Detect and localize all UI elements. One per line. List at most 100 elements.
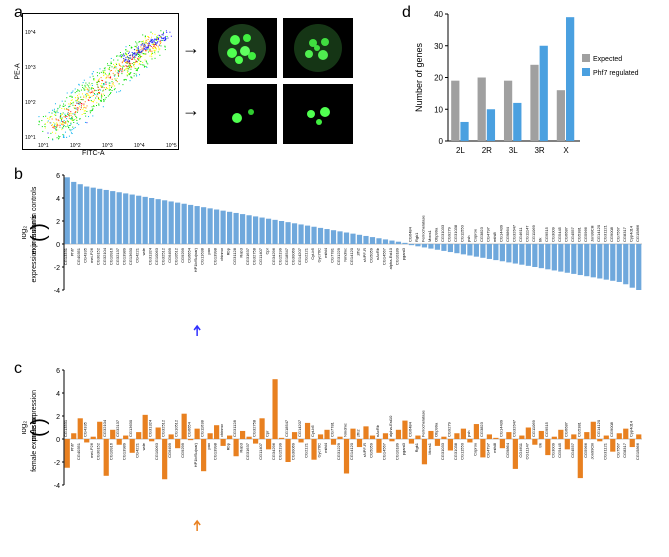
svg-text:CG7567: CG7567 — [615, 226, 620, 242]
svg-text:CG9279: CG9279 — [446, 421, 451, 437]
svg-text:CG31128: CG31128 — [232, 419, 237, 437]
svg-text:10^3: 10^3 — [102, 143, 113, 149]
svg-text:2: 2 — [56, 414, 60, 421]
svg-text:20: 20 — [434, 74, 443, 83]
svg-text:CG31229: CG31229 — [336, 247, 341, 265]
svg-text:CG11638: CG11638 — [200, 419, 205, 437]
svg-text:Phf7: Phf7 — [70, 442, 75, 451]
svg-text:CG10189: CG10189 — [394, 247, 399, 265]
svg-text:Cpr: Cpr — [265, 430, 270, 437]
svg-text:Mocs1: Mocs1 — [427, 442, 432, 455]
svg-text:CG32758: CG32758 — [252, 247, 257, 265]
svg-text:mei-P26: mei-P26 — [89, 442, 94, 458]
svg-text:CG14120: CG14120 — [349, 247, 354, 265]
svg-text:CG31637: CG31637 — [245, 247, 250, 265]
svg-text:Rgk1: Rgk1 — [414, 442, 419, 452]
svg-text:CG4797: CG4797 — [485, 442, 490, 458]
svg-text:CG9299: CG9299 — [180, 442, 185, 458]
svg-text:wde: wde — [141, 247, 146, 255]
svg-text:sNPF-R: sNPF-R — [362, 248, 367, 262]
svg-text:CG6484: CG6484 — [407, 226, 412, 242]
svg-text:CG5966: CG5966 — [583, 442, 588, 458]
svg-text:CG13989: CG13989 — [122, 442, 127, 460]
svg-text:2R: 2R — [482, 146, 492, 155]
svg-text:CG30152: CG30152 — [96, 247, 101, 265]
svg-text:CG31038: CG31038 — [453, 442, 458, 460]
chart-b-svg: -4-20246expression in controlsexpression… — [22, 170, 647, 345]
svg-text:CG30069: CG30069 — [291, 247, 296, 265]
svg-text:CG14120: CG14120 — [596, 224, 601, 242]
svg-text:10: 10 — [434, 105, 443, 114]
svg-text:CG32758: CG32758 — [252, 419, 257, 437]
svg-text:Nmdmc: Nmdmc — [343, 423, 348, 437]
svg-text:CG14567: CG14567 — [381, 442, 386, 460]
svg-text:CG11638: CG11638 — [200, 247, 205, 265]
svg-text:CG10512: CG10512 — [174, 419, 179, 437]
svg-text:CG6687: CG6687 — [563, 226, 568, 242]
svg-text:CG9864: CG9864 — [505, 226, 510, 242]
svg-text:CG2121: CG2121 — [304, 442, 309, 458]
svg-text:CG15199: CG15199 — [278, 247, 283, 265]
svg-text:CG9279: CG9279 — [446, 226, 451, 242]
fitc-a-label: FITC-A — [82, 150, 105, 157]
svg-text:CG3009: CG3009 — [550, 226, 555, 242]
svg-text:Rab3: Rab3 — [239, 247, 244, 257]
micro-1 — [207, 18, 277, 78]
svg-text:mthl8: mthl8 — [492, 442, 497, 453]
svg-text:0: 0 — [56, 242, 60, 249]
svg-text:( ): ( ) — [28, 223, 50, 242]
svg-text:zfh2: zfh2 — [355, 247, 360, 255]
svg-text:CG30152: CG30152 — [96, 442, 101, 460]
svg-text:CG10916: CG10916 — [109, 442, 114, 460]
svg-text:trk: trk — [537, 443, 542, 447]
svg-text:CG3009: CG3009 — [550, 442, 555, 458]
scatter-svg: 10^110^210^310^410^510^110^210^310^4 — [23, 14, 178, 149]
micro-2 — [283, 18, 353, 78]
svg-text:zfh2: zfh2 — [355, 429, 360, 437]
svg-text:CG31637: CG31637 — [245, 442, 250, 460]
arrow-bottom: → — [182, 100, 200, 121]
svg-text:CG31033: CG31033 — [440, 224, 445, 242]
svg-text:10^4: 10^4 — [25, 30, 36, 36]
svg-text:CG32104: CG32104 — [102, 419, 107, 437]
svg-text:Coprox: Coprox — [472, 443, 477, 456]
svg-text:CG31038: CG31038 — [453, 224, 458, 242]
svg-text:CG6654: CG6654 — [187, 421, 192, 437]
svg-text:mei-P26: mei-P26 — [89, 247, 94, 263]
svg-text:CG6499: CG6499 — [167, 247, 172, 263]
micro-3 — [207, 84, 277, 144]
svg-text:CG11550: CG11550 — [459, 442, 464, 460]
svg-text:6: 6 — [56, 173, 60, 180]
svg-text:CG31229: CG31229 — [336, 442, 341, 460]
svg-text:CG32137: CG32137 — [115, 247, 120, 265]
scatter-plot: 10^110^210^310^410^510^110^210^310^4 — [22, 13, 179, 150]
svg-text:Rbp: Rbp — [226, 442, 231, 450]
svg-text:CG5381: CG5381 — [576, 421, 581, 437]
svg-text:Cyt-b5: Cyt-b5 — [310, 247, 315, 260]
svg-text:CG7567: CG7567 — [615, 442, 620, 458]
svg-text:Cyp4d14: Cyp4d14 — [628, 225, 633, 242]
svg-text:CG7781: CG7781 — [330, 421, 335, 437]
svg-text:10^1: 10^1 — [38, 143, 49, 149]
svg-text:Ferrochelatase: Ferrochelatase — [420, 410, 425, 437]
pe-a-label: PE-A — [15, 63, 22, 79]
svg-text:Jon99Ciii: Jon99Ciii — [589, 225, 594, 242]
svg-text:mthl4: mthl4 — [323, 442, 328, 453]
svg-text:X: X — [563, 146, 569, 155]
svg-text:CG34296: CG34296 — [271, 247, 276, 265]
svg-text:alpha-Est10: alpha-Est10 — [388, 247, 393, 269]
svg-text:nAcRb: nAcRb — [375, 247, 380, 260]
svg-text:CG10063: CG10063 — [154, 247, 159, 265]
svg-text:CG15866: CG15866 — [635, 442, 640, 460]
svg-text:CG14439: CG14439 — [498, 419, 503, 437]
svg-text:CG9299: CG9299 — [180, 247, 185, 263]
svg-text:CG9864: CG9864 — [505, 442, 510, 458]
svg-text:chinmo: chinmo — [219, 423, 224, 437]
svg-text:CG13331: CG13331 — [63, 247, 68, 265]
svg-text:CG4335: CG4335 — [83, 421, 88, 437]
svg-text:alpha-Est10: alpha-Est10 — [388, 415, 393, 437]
svg-text:CG31121: CG31121 — [602, 224, 607, 242]
svg-text:3R: 3R — [534, 146, 544, 155]
chart-c-svg: -4-20246male expressionfemale expression… — [22, 365, 647, 540]
chart-d-svg: 010203040Number of genes2L2R3L3RXExpecte… — [410, 8, 645, 163]
